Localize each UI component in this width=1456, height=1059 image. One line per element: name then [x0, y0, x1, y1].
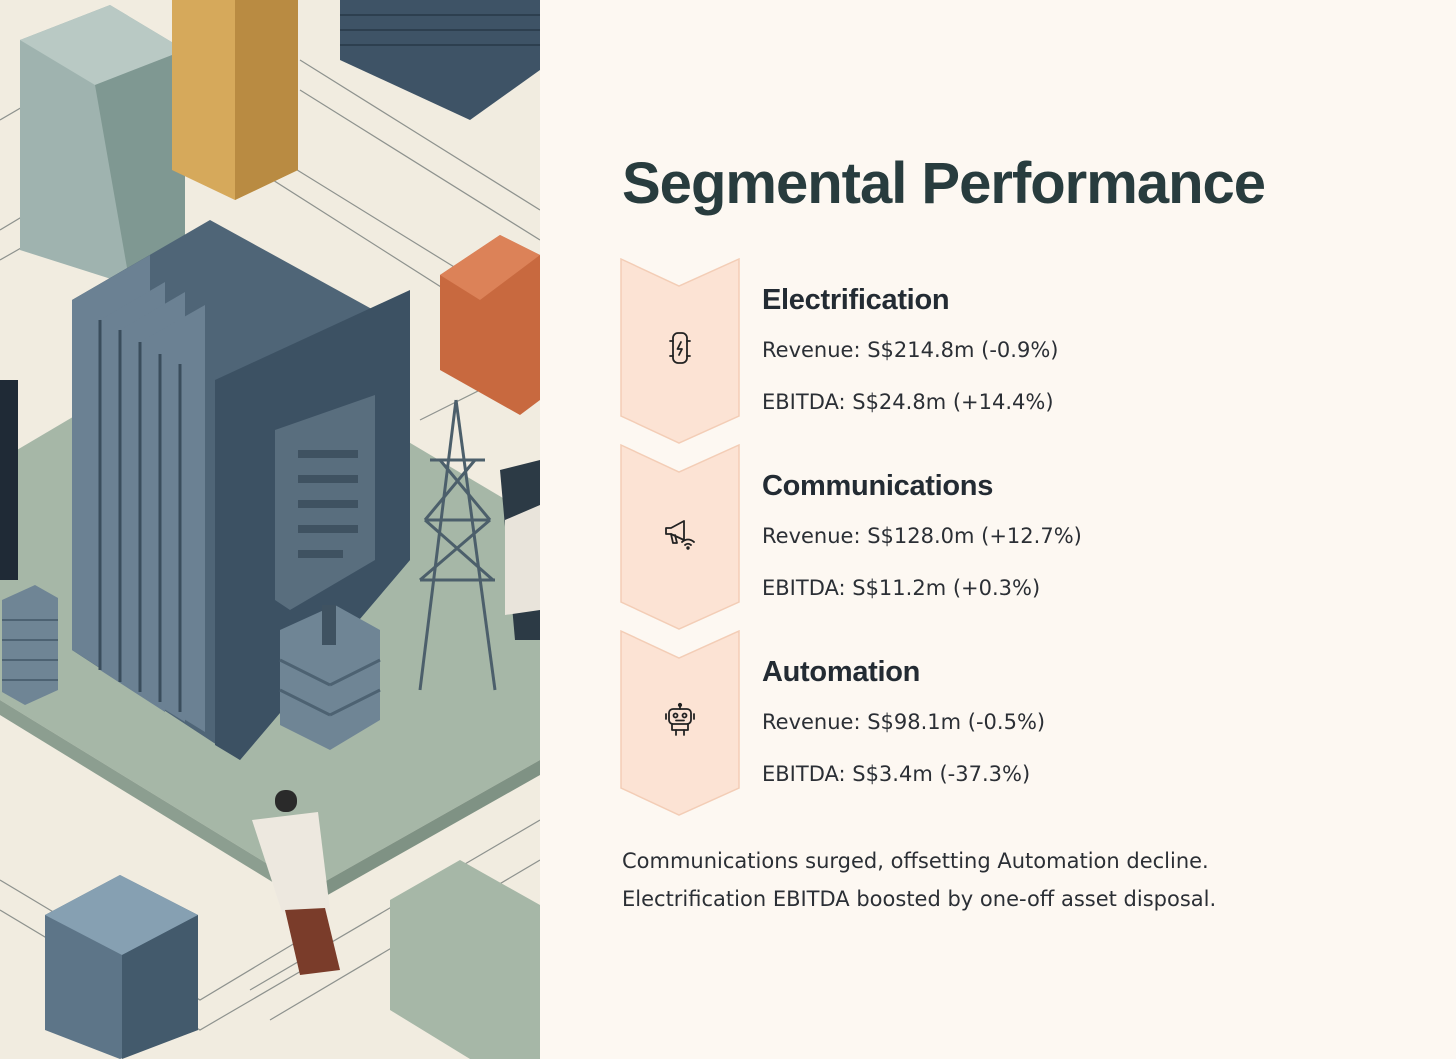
segment-revenue: Revenue: S$214.8m (-0.9%) — [762, 338, 1059, 362]
summary-text: Communications surged, offsetting Automa… — [622, 842, 1402, 918]
segment-automation: Automation Revenue: S$98.1m (-0.5%) EBIT… — [620, 630, 1420, 816]
segment-name: Communications — [762, 470, 994, 502]
slide-content: Segmental Performance Electrification Re… — [540, 0, 1456, 1059]
city-illustration — [0, 0, 540, 1059]
segment-revenue: Revenue: S$98.1m (-0.5%) — [762, 710, 1046, 734]
segment-revenue: Revenue: S$128.0m (+12.7%) — [762, 524, 1082, 548]
segment-ebitda: EBITDA: S$24.8m (+14.4%) — [762, 390, 1054, 414]
segment-ebitda: EBITDA: S$3.4m (-37.3%) — [762, 762, 1031, 786]
segment-chevron — [620, 444, 740, 630]
segment-ebitda: EBITDA: S$11.2m (+0.3%) — [762, 576, 1041, 600]
summary-line: Electrification EBITDA boosted by one-of… — [622, 887, 1217, 911]
segment-communications: Communications Revenue: S$128.0m (+12.7%… — [620, 444, 1420, 630]
segment-electrification: Electrification Revenue: S$214.8m (-0.9%… — [620, 258, 1420, 444]
electric-car-icon — [662, 330, 698, 366]
megaphone-wifi-icon — [662, 516, 698, 552]
segment-name: Automation — [762, 656, 921, 688]
isometric-city-picture — [0, 0, 540, 1059]
segment-name: Electrification — [762, 284, 950, 316]
robot-icon — [662, 702, 698, 738]
segment-chevron — [620, 630, 740, 816]
page-title: Segmental Performance — [622, 151, 1266, 216]
summary-line: Communications surged, offsetting Automa… — [622, 849, 1209, 873]
